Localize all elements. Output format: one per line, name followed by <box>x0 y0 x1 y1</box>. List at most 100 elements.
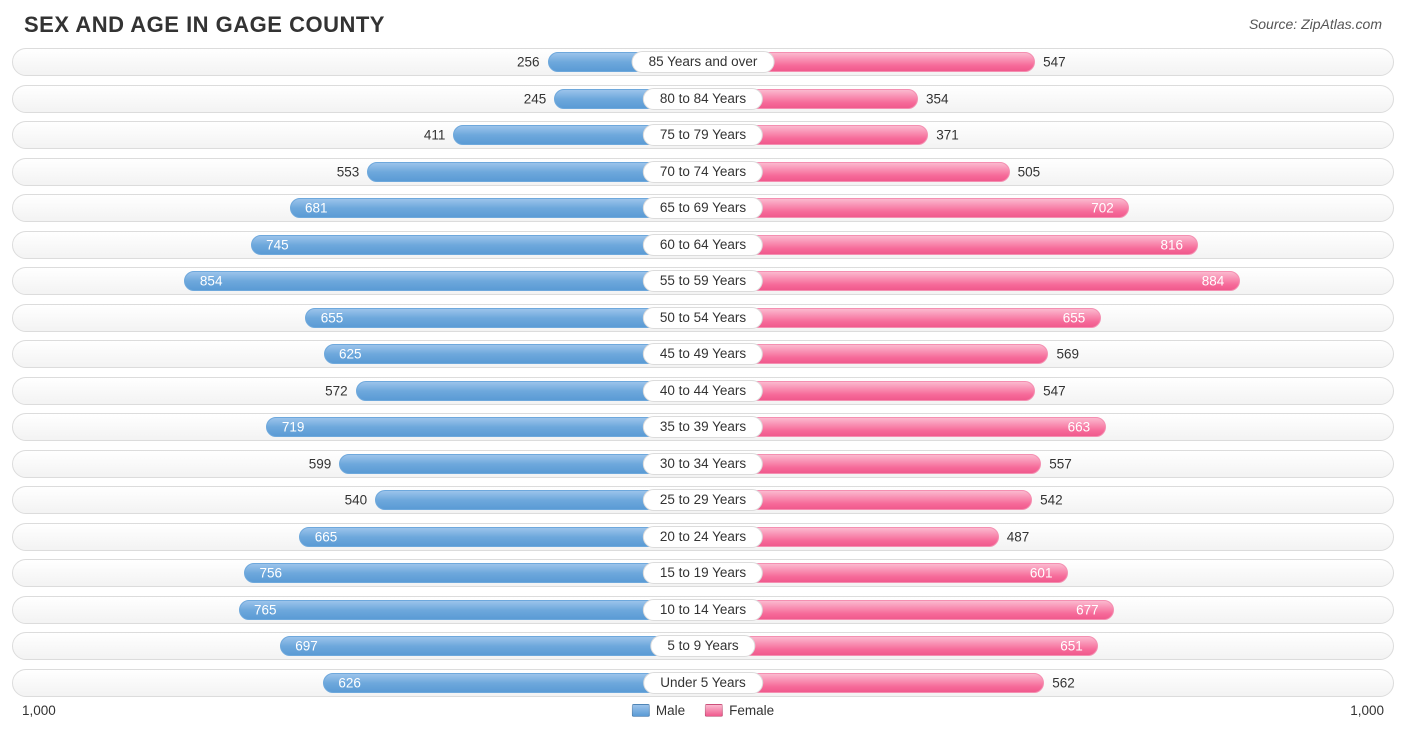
axis-row: 1,000 Male Female 1,000 <box>0 703 1406 718</box>
chart-title: SEX AND AGE IN GAGE COUNTY <box>24 12 385 38</box>
pyramid-row: 625 569 45 to 49 Years <box>12 340 1394 368</box>
male-value-label: 665 <box>315 529 338 544</box>
male-value-label: 697 <box>295 639 318 654</box>
male-bar <box>239 600 704 620</box>
age-group-label: 15 to 19 Years <box>643 562 763 584</box>
legend-female-label: Female <box>729 703 774 718</box>
female-half: 542 <box>703 487 1393 513</box>
legend-item-male: Male <box>632 703 685 718</box>
male-value-label: 719 <box>282 420 305 435</box>
female-half: 677 <box>703 597 1393 623</box>
female-value-label: 651 <box>1060 639 1083 654</box>
male-value-label: 756 <box>259 566 282 581</box>
chart-header: SEX AND AGE IN GAGE COUNTY Source: ZipAt… <box>0 12 1406 48</box>
pyramid-row: 553 505 70 to 74 Years <box>12 158 1394 186</box>
pyramid-row: 756 601 15 to 19 Years <box>12 559 1394 587</box>
pyramid-row: 24535480 to 84 Years <box>12 85 1394 113</box>
legend: Male Female <box>632 703 774 718</box>
male-half: 854 <box>13 268 703 294</box>
female-value-label: 884 <box>1202 274 1225 289</box>
female-value-label: 601 <box>1030 566 1053 581</box>
male-value-label: 655 <box>321 310 344 325</box>
male-half: 756 <box>13 560 703 586</box>
female-value-label: 655 <box>1063 310 1086 325</box>
male-half: 765 <box>13 597 703 623</box>
female-bar <box>703 271 1240 291</box>
pyramid-row: 765 677 10 to 14 Years <box>12 596 1394 624</box>
female-half: 547 <box>703 49 1393 75</box>
pyramid-row: 697 651 5 to 9 Years <box>12 632 1394 660</box>
age-group-label: 40 to 44 Years <box>643 380 763 402</box>
female-half: 569 <box>703 341 1393 367</box>
population-pyramid-chart: SEX AND AGE IN GAGE COUNTY Source: ZipAt… <box>0 0 1406 740</box>
age-group-label: 25 to 29 Years <box>643 489 763 511</box>
male-value-label: 854 <box>200 274 223 289</box>
male-value-label: 540 <box>345 493 368 508</box>
male-value-label: 625 <box>339 347 362 362</box>
male-swatch-icon <box>632 704 650 717</box>
female-value-label: 569 <box>1056 347 1079 362</box>
male-value-label: 256 <box>517 55 540 70</box>
male-bar <box>244 563 703 583</box>
female-half: 601 <box>703 560 1393 586</box>
female-half: 816 <box>703 232 1393 258</box>
pyramid-row: 65565550 to 54 Years <box>12 304 1394 332</box>
female-value-label: 487 <box>1007 529 1030 544</box>
female-bar <box>703 600 1114 620</box>
male-bar <box>266 417 703 437</box>
male-half: 697 <box>13 633 703 659</box>
female-half: 884 <box>703 268 1393 294</box>
female-value-label: 371 <box>936 128 959 143</box>
chart-source: Source: ZipAtlas.com <box>1249 12 1382 32</box>
male-value-label: 745 <box>266 237 289 252</box>
pyramid-row: 719 66335 to 39 Years <box>12 413 1394 441</box>
female-half: 547 <box>703 378 1393 404</box>
male-value-label: 411 <box>424 128 446 143</box>
pyramid-row: 66548720 to 24 Years <box>12 523 1394 551</box>
male-bar <box>251 235 703 255</box>
age-group-label: 35 to 39 Years <box>643 416 763 438</box>
age-group-label: Under 5 Years <box>643 672 763 694</box>
female-swatch-icon <box>705 704 723 717</box>
pyramid-row: 25654785 Years and over <box>12 48 1394 76</box>
pyramid-row: 57254740 to 44 Years <box>12 377 1394 405</box>
male-bar <box>290 198 704 218</box>
male-value-label: 626 <box>338 675 361 690</box>
male-value-label: 553 <box>337 164 360 179</box>
male-half: 553 <box>13 159 703 185</box>
age-group-label: 30 to 34 Years <box>643 453 763 475</box>
female-value-label: 542 <box>1040 493 1063 508</box>
age-group-label: 5 to 9 Years <box>650 635 755 657</box>
female-half: 655 <box>703 305 1393 331</box>
female-value-label: 557 <box>1049 456 1072 471</box>
male-half: 626 <box>13 670 703 696</box>
female-value-label: 702 <box>1091 201 1114 216</box>
male-value-label: 765 <box>254 602 277 617</box>
male-half: 411 <box>13 122 703 148</box>
male-value-label: 681 <box>305 201 328 216</box>
female-bar <box>703 235 1198 255</box>
female-bar <box>703 198 1129 218</box>
female-half: 371 <box>703 122 1393 148</box>
female-value-label: 562 <box>1052 675 1075 690</box>
female-half: 663 <box>703 414 1393 440</box>
female-value-label: 354 <box>926 91 949 106</box>
male-value-label: 599 <box>309 456 332 471</box>
female-value-label: 677 <box>1076 602 1099 617</box>
age-group-label: 65 to 69 Years <box>643 197 763 219</box>
male-half: 745 <box>13 232 703 258</box>
age-group-label: 75 to 79 Years <box>643 124 763 146</box>
age-group-label: 10 to 14 Years <box>643 599 763 621</box>
male-half: 665 <box>13 524 703 550</box>
pyramid-row: 540 542 25 to 29 Years <box>12 486 1394 514</box>
age-group-label: 55 to 59 Years <box>643 270 763 292</box>
female-value-label: 547 <box>1043 55 1066 70</box>
pyramid-row: 681 702 65 to 69 Years <box>12 194 1394 222</box>
age-group-label: 70 to 74 Years <box>643 161 763 183</box>
pyramid-row: 626 562 Under 5 Years <box>12 669 1394 697</box>
male-value-label: 245 <box>524 91 547 106</box>
female-half: 487 <box>703 524 1393 550</box>
female-value-label: 505 <box>1018 164 1041 179</box>
age-group-label: 45 to 49 Years <box>643 343 763 365</box>
age-group-label: 60 to 64 Years <box>643 234 763 256</box>
